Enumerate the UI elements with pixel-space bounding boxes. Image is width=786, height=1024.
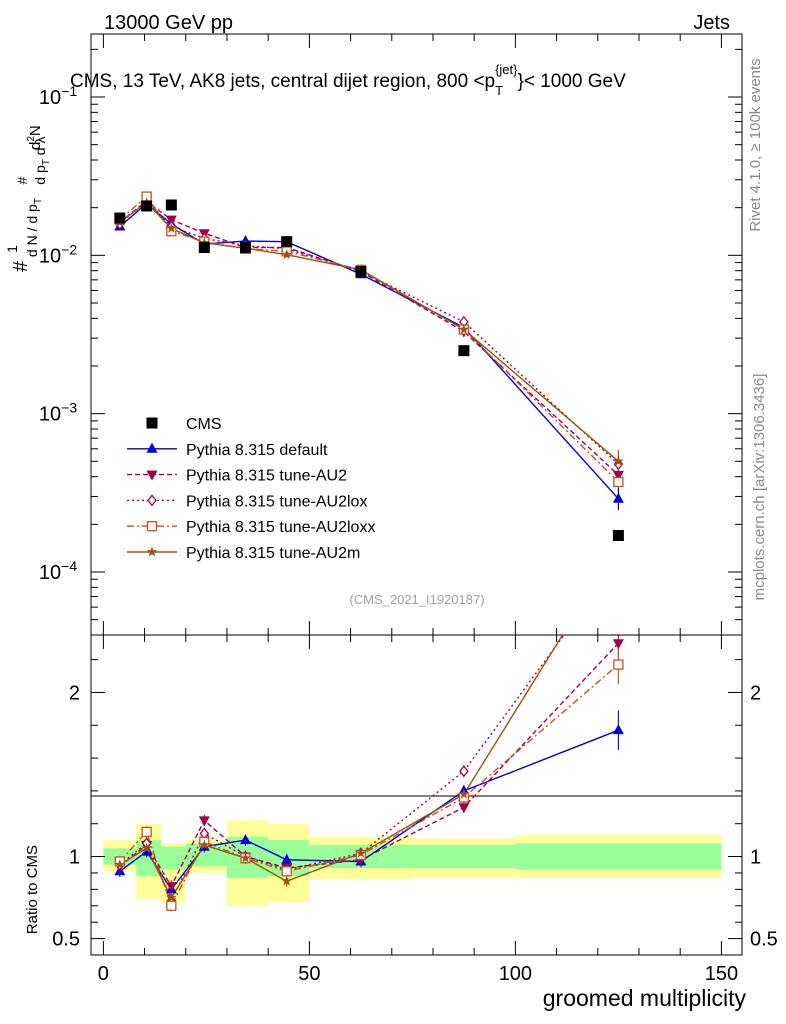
y-tick-label-top-3: 10−4 xyxy=(39,558,77,584)
ratio-point-3-2 xyxy=(166,900,177,911)
legend-label-3: Pythia 8.315 tune-AU2lox xyxy=(186,493,367,510)
main-point-0-8 xyxy=(612,492,624,503)
legend-marker-0 xyxy=(146,417,158,429)
x-axis-label: groomed multiplicity xyxy=(543,985,747,1011)
cms-point-4 xyxy=(240,242,252,254)
cms-point-8 xyxy=(612,530,624,542)
legend-label-4: Pythia 8.315 tune-AU2loxx xyxy=(186,519,375,536)
ratio-point-1-3 xyxy=(198,816,210,827)
y-tick-label-botr-0: 0.5 xyxy=(750,929,778,951)
legend-marker-3 xyxy=(147,494,157,507)
axis-ticks: 0 50 100 150 10−1 10−2 10−3 10−4 0.5 0.5 1 1 2 2 xyxy=(39,34,778,985)
ratio-point-1-2 xyxy=(165,882,177,893)
ratio-point-4-2 xyxy=(166,892,177,903)
y-tick-label-top-1: 10−2 xyxy=(39,241,77,267)
analysis-watermark: (CMS_2021_I1920187) xyxy=(349,592,484,607)
cms-point-2 xyxy=(165,199,177,211)
cms-point-5 xyxy=(281,236,293,248)
band-inner-2 xyxy=(161,846,186,870)
ratio-point-4-1 xyxy=(141,842,152,853)
cms-point-1 xyxy=(141,200,153,212)
main-point-4-2 xyxy=(166,222,177,233)
svg-text:d2N: d2N xyxy=(26,125,44,150)
legend-label-5: Pythia 8.315 tune-AU2m xyxy=(186,545,360,562)
main-point-3-8 xyxy=(613,476,624,488)
y-tick-label-top-0: 10−1 xyxy=(39,83,77,109)
ratio-point-4-4 xyxy=(240,852,251,863)
ratio-point-4-5 xyxy=(281,875,292,886)
legend-marker-1 xyxy=(146,442,158,453)
y-tick-label-bot-1: 1 xyxy=(69,847,80,869)
main-point-4-5 xyxy=(281,249,292,260)
y-tick-label-top-2: 10−3 xyxy=(39,400,77,426)
ratio-point-4-6 xyxy=(355,847,367,858)
ratio-series-line-2 xyxy=(119,635,565,903)
ratio-point-4-3 xyxy=(199,839,210,850)
ratio-point-3-1 xyxy=(141,826,152,838)
svg-text:#1d N / d pT #d pT d λ: #1 d N / d pT # d pT d λ xyxy=(4,137,52,272)
legend-label-2: Pythia 8.315 tune-AU2 xyxy=(186,468,347,485)
ratio-point-4-7 xyxy=(458,788,470,799)
band-inner-8 xyxy=(515,843,722,870)
legend-label-1: Pythia 8.315 default xyxy=(186,442,328,459)
y-tick-label-botr-1: 1 xyxy=(750,847,761,869)
legend-label-0: CMS xyxy=(186,416,222,433)
legend-marker-2 xyxy=(146,470,158,481)
main-series-line-3 xyxy=(119,195,619,483)
main-series-line-1 xyxy=(119,200,619,476)
legend-marker-4 xyxy=(146,521,158,532)
ratio-frame xyxy=(90,634,743,956)
legend: CMS Pythia 8.315 default Pythia 8.315 tune… xyxy=(127,416,375,562)
y-tick-label-bot-0: 0.5 xyxy=(52,929,80,951)
y-tick-label-bot-2: 2 xyxy=(69,682,80,704)
cms-point-0 xyxy=(114,212,126,224)
ratio-point-0-4 xyxy=(240,834,252,845)
mcplots-note: mcplots.cern.ch [arXiv:1306.3436] xyxy=(751,374,768,601)
cms-point-6 xyxy=(355,266,367,278)
x-tick-label-2: 100 xyxy=(499,963,532,985)
band-inner-7 xyxy=(412,845,516,869)
x-tick-label-3: 150 xyxy=(705,963,738,985)
main-series xyxy=(114,191,624,542)
main-point-4-8 xyxy=(613,455,624,466)
ratio-point-2-7 xyxy=(459,765,469,778)
legend-marker-5 xyxy=(146,546,158,557)
ratio-uncertainty-bands xyxy=(103,820,722,906)
x-tick-label-0: 0 xyxy=(98,963,109,985)
header-left: 13000 GeV pp xyxy=(104,12,233,34)
ratio-point-0-8 xyxy=(612,724,624,735)
ratio-point-0-5 xyxy=(281,853,293,864)
ratio-series-line-3 xyxy=(119,663,619,908)
main-ylabel: #1 d N / d pT # d pT d λ d2N xyxy=(4,125,52,272)
cms-point-7 xyxy=(458,345,470,357)
main-point-4-7 xyxy=(458,324,470,334)
ratio-point-2-8 xyxy=(614,556,622,566)
main-point-1-8 xyxy=(612,470,624,481)
cms-point-3 xyxy=(198,242,210,254)
header-right: Jets xyxy=(693,12,730,34)
ratio-point-1-7 xyxy=(458,803,470,814)
ratio-series xyxy=(114,556,624,912)
rivet-note: Rivet 4.1.0, ≥ 100k events xyxy=(747,58,764,231)
ratio-point-3-5 xyxy=(281,866,292,877)
ratio-point-1-8 xyxy=(612,639,624,650)
x-tick-label-1: 50 xyxy=(298,963,320,985)
y-tick-label-botr-2: 2 xyxy=(750,682,761,704)
ratio-point-3-8 xyxy=(613,659,624,670)
main-title: CMS, 13 TeV, AK8 jets, central dijet reg… xyxy=(70,62,626,98)
ratio-point-4-0 xyxy=(114,859,126,870)
ratio-ylabel: Ratio to CMS xyxy=(24,845,41,934)
